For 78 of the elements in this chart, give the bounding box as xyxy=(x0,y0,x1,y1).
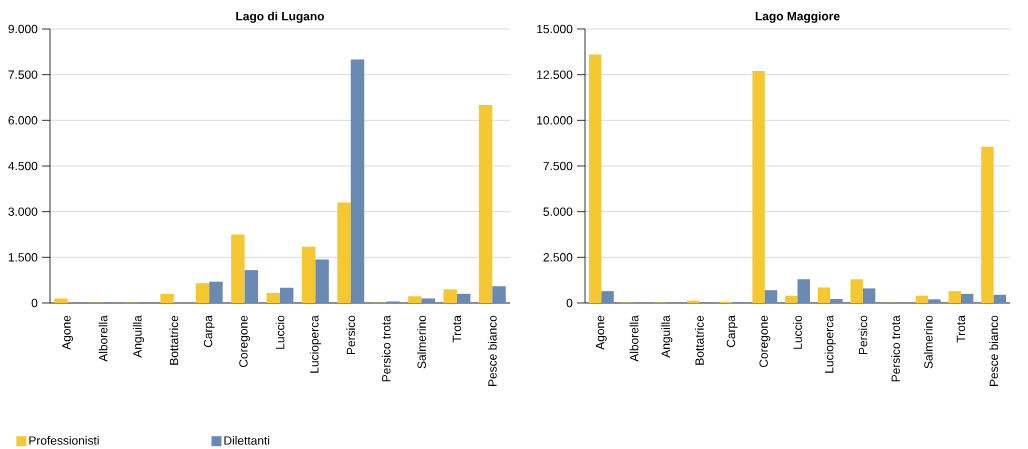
x-tick-label: Persico xyxy=(346,315,356,355)
legend-label: Dilettanti xyxy=(224,435,270,445)
x-tick-label: Trota xyxy=(956,315,966,343)
bar xyxy=(209,281,223,303)
x-tick-label: Luccio xyxy=(275,315,285,349)
x-tick-label: Pesce bianco xyxy=(487,315,497,386)
bar xyxy=(301,246,316,303)
y-tick-label: 15.000 xyxy=(537,24,573,34)
y-tick-label: 9.000 xyxy=(8,24,38,34)
y-tick-label: 5.000 xyxy=(543,207,573,216)
bar xyxy=(195,283,210,303)
bar xyxy=(408,296,422,303)
bar xyxy=(817,287,831,303)
x-tick-label: Pesce bianco xyxy=(989,315,999,386)
bar xyxy=(231,234,245,303)
x-tick-label: Alborella xyxy=(98,315,108,362)
x-tick-label: Persico xyxy=(858,315,868,355)
bar xyxy=(797,279,810,303)
bar xyxy=(928,299,941,303)
x-tick-label: Carpa xyxy=(726,315,738,348)
x-tick-label: Bottatrice xyxy=(169,315,179,365)
x-tick-label: Salmerino xyxy=(923,315,933,369)
y-tick-label: 0 xyxy=(566,298,573,308)
y-tick-label: 4.500 xyxy=(8,161,38,171)
bar xyxy=(421,298,435,303)
y-tick-label: 3.000 xyxy=(8,207,38,216)
bar xyxy=(443,289,457,303)
y-tick-label: 0 xyxy=(31,298,38,308)
chart-title: Lago Maggiore xyxy=(755,11,840,23)
bar xyxy=(752,71,765,303)
x-tick-label: Luccio xyxy=(793,315,802,349)
bar xyxy=(850,279,863,303)
y-tick-label: 7.500 xyxy=(543,161,573,171)
bar xyxy=(350,59,365,303)
bar xyxy=(244,270,259,303)
bar xyxy=(478,105,493,303)
x-tick-label: Coregone xyxy=(759,315,771,368)
x-tick-label: Coregone xyxy=(239,315,251,368)
bar xyxy=(830,298,843,303)
chart-title: Lago di Lugano xyxy=(236,11,325,23)
bar xyxy=(337,202,351,303)
bar xyxy=(862,288,876,303)
bar xyxy=(915,295,929,303)
bar xyxy=(948,291,961,303)
legend-label: Professionisti xyxy=(29,435,99,445)
bar xyxy=(54,298,68,303)
x-tick-label: Bottatrice xyxy=(695,315,704,365)
x-tick-label: Agone xyxy=(596,315,607,350)
x-tick-label: Anguilla xyxy=(661,315,673,358)
x-tick-label: Alborella xyxy=(629,315,639,362)
x-tick-label: Persico trota xyxy=(381,315,391,382)
bar xyxy=(266,292,280,303)
bar xyxy=(981,146,994,303)
bar xyxy=(280,287,294,303)
bar xyxy=(588,54,602,303)
x-tick-label: Agone xyxy=(62,315,74,350)
bar xyxy=(785,295,798,303)
x-tick-label: Carpa xyxy=(203,315,215,348)
bar xyxy=(764,290,778,303)
y-tick-label: 12.500 xyxy=(537,70,573,79)
bar xyxy=(960,293,974,303)
x-tick-label: Trota xyxy=(452,315,462,343)
y-tick-label: 1.500 xyxy=(8,253,38,262)
y-tick-label: 6.000 xyxy=(8,116,38,125)
bar xyxy=(993,294,1007,303)
y-tick-label: 2.500 xyxy=(543,253,573,262)
x-tick-label: Salmerino xyxy=(417,315,426,369)
y-tick-label: 7.500 xyxy=(8,70,38,79)
x-tick-label: Anguilla xyxy=(132,315,145,358)
bar xyxy=(160,293,174,303)
bar xyxy=(315,259,329,303)
x-tick-label: Persico trota xyxy=(891,315,900,382)
x-tick-label: Lucioperca xyxy=(309,315,321,373)
bar xyxy=(601,291,614,303)
bar xyxy=(456,293,471,303)
bar xyxy=(492,286,506,303)
x-tick-label: Lucioperca xyxy=(824,315,836,373)
y-tick-label: 10.000 xyxy=(537,116,573,125)
